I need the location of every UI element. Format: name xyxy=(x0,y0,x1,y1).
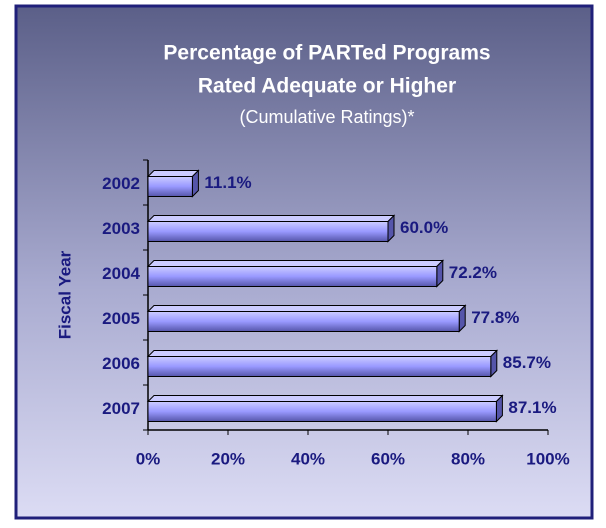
x-tick-label: 0% xyxy=(136,449,161,468)
bar-front xyxy=(147,401,497,422)
bar-top xyxy=(146,305,467,312)
x-tick-label: 100% xyxy=(526,449,569,468)
value-label: 77.8% xyxy=(471,308,519,327)
bar-top xyxy=(146,170,200,177)
y-tick-label: 2002 xyxy=(102,174,140,193)
bar-front xyxy=(147,176,193,197)
bar-top xyxy=(146,260,445,267)
bar-front xyxy=(147,221,389,242)
bar-top xyxy=(146,350,499,357)
bar xyxy=(146,214,396,243)
bar xyxy=(146,259,445,288)
bar xyxy=(146,304,467,333)
value-label: 85.7% xyxy=(503,353,551,372)
bar-front xyxy=(147,356,492,377)
x-tick-label: 20% xyxy=(211,449,245,468)
chart-title: Percentage of PARTed Programs xyxy=(163,42,490,65)
y-tick-label: 2005 xyxy=(102,309,140,328)
bar-top xyxy=(146,395,504,402)
bar xyxy=(146,394,504,423)
value-label: 72.2% xyxy=(449,263,497,282)
bar xyxy=(146,349,499,378)
value-label: 11.1% xyxy=(204,173,251,192)
chart-subtitle: (Cumulative Ratings)* xyxy=(239,107,414,127)
bar xyxy=(146,169,200,198)
value-label: 60.0% xyxy=(400,218,448,237)
x-tick-label: 40% xyxy=(291,449,325,468)
y-tick-label: 2007 xyxy=(102,399,140,418)
bar-front xyxy=(147,311,460,332)
y-tick-label: 2004 xyxy=(102,264,140,283)
y-tick-label: 2003 xyxy=(102,219,140,238)
bar-top xyxy=(146,215,396,222)
value-label: 87.1% xyxy=(508,398,556,417)
x-tick-label: 60% xyxy=(371,449,405,468)
y-tick-label: 2006 xyxy=(102,354,140,373)
x-tick-label: 80% xyxy=(451,449,485,468)
bar-front xyxy=(147,266,438,287)
chart-title: Rated Adequate or Higher xyxy=(198,75,456,98)
y-axis-label: Fiscal Year xyxy=(55,250,74,339)
